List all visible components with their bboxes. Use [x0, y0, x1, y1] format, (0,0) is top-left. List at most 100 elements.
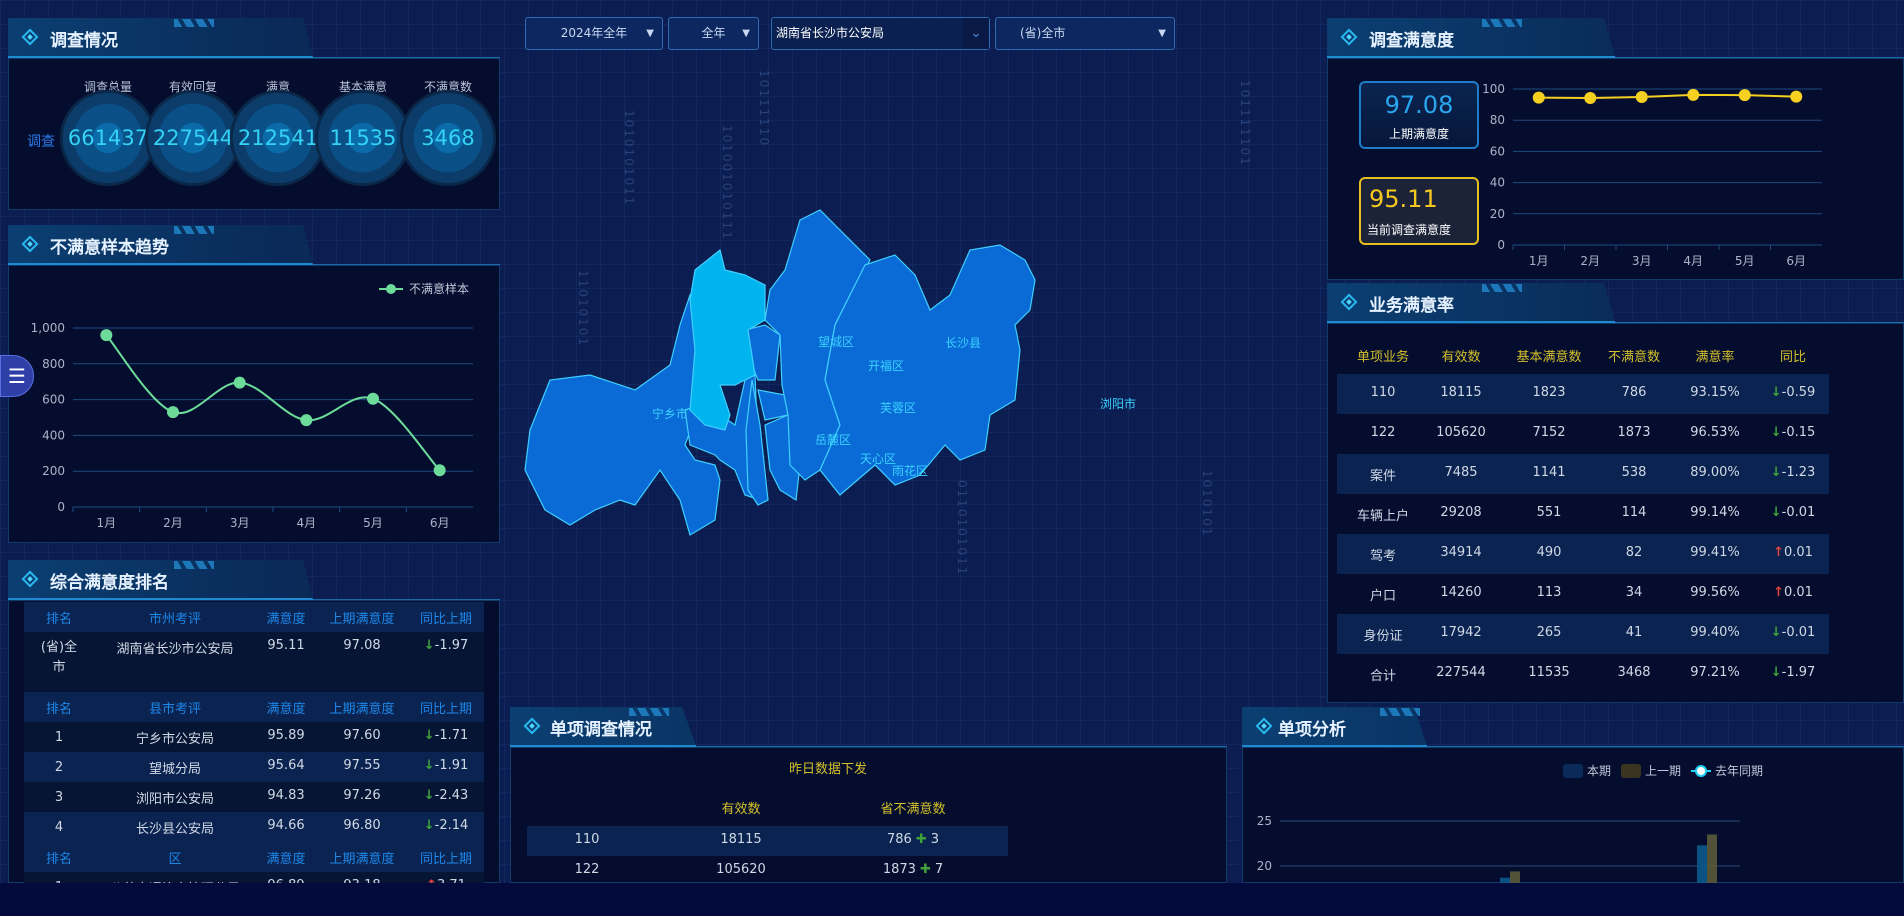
y-tick-label: 80	[1490, 113, 1505, 127]
panel-title: 调查情况	[50, 31, 118, 51]
area-select-value: (省)全市	[1020, 26, 1066, 40]
legend-marker	[386, 284, 396, 294]
arrow-up-icon: ↑	[1773, 585, 1784, 600]
business-cell: 99.14%	[1690, 505, 1740, 520]
single-row[interactable]: 122 105620 1873 ✚ 7	[527, 856, 1008, 886]
unit-select[interactable]: 湖南省长沙市公安局 ⌄	[771, 17, 990, 50]
panel-title: 业务满意率	[1369, 296, 1454, 316]
ranking-row[interactable]: 2 望城分局 95.64 97.55 ↓-1.91	[24, 752, 484, 782]
single-row[interactable]: 110 18115 786 ✚ 3	[527, 826, 1008, 856]
business-row[interactable]: 案件 7485 1141 538 89.00% ↓-1.23	[1337, 454, 1829, 494]
business-cell: 驾考	[1369, 549, 1397, 564]
single-valid: 18115	[720, 832, 762, 847]
sidebar-toggle-button[interactable]: ☰	[0, 355, 34, 397]
binary-decoration: 10111110	[757, 70, 771, 148]
business-cell: 786	[1621, 385, 1647, 400]
ranking-prev: 97.08	[343, 638, 381, 653]
business-cell: 1873	[1617, 425, 1651, 440]
column-header: 满意度	[266, 852, 306, 867]
business-diff: ↑0.01	[1773, 585, 1813, 600]
map-region-label[interactable]: 望城区	[818, 335, 855, 349]
x-tick-label: 6月	[1786, 254, 1806, 268]
single-item: 110	[574, 832, 600, 847]
x-tick-label: 3月	[230, 516, 250, 530]
ranking-sat: 95.11	[267, 638, 305, 653]
map-region-label[interactable]: 长沙县	[945, 336, 982, 350]
map-region-label[interactable]: 开福区	[868, 359, 905, 373]
map-region-label[interactable]: 浏阳市	[1100, 397, 1137, 411]
ranking-prev: 97.26	[343, 788, 381, 803]
changsha-map[interactable]	[520, 200, 1300, 570]
panel-title: 单项分析	[1278, 720, 1346, 740]
single-valid: 105620	[716, 862, 766, 877]
ranking-diff: ↓-2.14	[424, 818, 469, 833]
single-unsatisfied: 786 ✚ 3	[887, 832, 939, 847]
map-region-label[interactable]: 天心区	[860, 452, 897, 466]
business-cell: 99.40%	[1690, 625, 1740, 640]
legend-swatch	[1563, 764, 1583, 778]
business-cell: 11535	[1528, 665, 1570, 680]
satisfaction-panel-header: 调查满意度	[1327, 18, 1616, 58]
x-tick-label: 5月	[363, 516, 383, 530]
area-select[interactable]: (省)全市 ▼	[995, 17, 1175, 50]
diff-value: -1.23	[1781, 465, 1816, 480]
column-header: 满意度	[266, 612, 306, 627]
business-cell: 案件	[1369, 469, 1397, 484]
business-diff: ↓-1.97	[1771, 665, 1816, 680]
group-header: 昨日数据下发	[788, 762, 868, 777]
business-cell: 18115	[1440, 385, 1482, 400]
business-cell: 551	[1536, 505, 1562, 520]
business-cell: 29208	[1440, 505, 1482, 520]
business-row[interactable]: 驾考 34914 490 82 99.41% ↑0.01	[1337, 534, 1829, 574]
column-header: 排名	[45, 612, 73, 627]
business-row[interactable]: 合计 227544 11535 3468 97.21% ↓-1.97	[1337, 654, 1829, 694]
business-cell: 合计	[1369, 669, 1397, 684]
panel-title: 单项调查情况	[550, 720, 652, 740]
data-point	[167, 406, 179, 419]
map-region-label[interactable]: 岳麓区	[815, 433, 852, 447]
map-region-tianxin	[745, 379, 769, 506]
business-row[interactable]: 户口 14260 113 34 99.56% ↑0.01	[1337, 574, 1829, 614]
diff-value: -0.01	[1781, 625, 1816, 640]
business-row[interactable]: 身份证 17942 265 41 99.40% ↓-0.01	[1337, 614, 1829, 654]
business-cell: 96.53%	[1690, 425, 1740, 440]
ranking-row[interactable]: 3 浏阳市公安局 94.83 97.26 ↓-2.43	[24, 782, 484, 812]
business-row[interactable]: 110 18115 1823 786 93.15% ↓-0.59	[1337, 374, 1829, 414]
y-tick-label: 20	[1490, 207, 1505, 221]
diff-value: -2.43	[434, 788, 469, 803]
business-diff: ↓-1.23	[1771, 465, 1816, 480]
business-row[interactable]: 车辆上户 29208 551 114 99.14% ↓-0.01	[1337, 494, 1829, 534]
business-row[interactable]: 122 105620 7152 1873 96.53% ↓-0.15	[1337, 414, 1829, 454]
arrow-down-icon: ↓	[423, 788, 435, 803]
data-point	[300, 414, 313, 427]
column-header: 基本满意数	[1516, 350, 1582, 365]
map-region-label[interactable]: 雨花区	[892, 464, 929, 478]
map-region-label[interactable]: 芙蓉区	[880, 401, 917, 415]
ranking-row[interactable]: 1 宁乡市公安局 95.89 97.60 ↓-1.71	[24, 722, 484, 752]
x-tick-label: 4月	[1683, 254, 1703, 268]
map-region-wangcheng	[689, 248, 766, 431]
map-region-label[interactable]: 宁乡市	[652, 407, 689, 421]
business-cell: 户口	[1369, 589, 1397, 604]
year-select[interactable]: 2024年全年 ▼	[525, 17, 663, 50]
satisfaction-trend-chart: 0 20 40 60 80 100 1月 2月 3月 4月 5月 6月	[1482, 82, 1822, 268]
ranking-row[interactable]: (省)全市 湖南省长沙市公安局 95.11 97.08 ↓-1.97	[24, 632, 484, 692]
data-point	[1635, 90, 1648, 103]
binary-decoration: 1010101011	[622, 110, 636, 207]
ranking-row[interactable]: 4 长沙县公安局 94.66 96.80 ↓-2.14	[24, 812, 484, 842]
bottom-bar	[0, 883, 1904, 916]
map-region-liuyang	[819, 244, 1036, 496]
ranking-panel-header: 综合满意度排名	[8, 560, 314, 600]
diff-value: -2.14	[434, 818, 469, 833]
period-select[interactable]: 全年 ▼	[668, 17, 759, 50]
column-header: 上期满意度	[329, 702, 395, 717]
arrow-down-icon: ↓	[423, 638, 435, 653]
year-select-value: 2024年全年	[560, 26, 628, 40]
diamond-icon	[523, 717, 541, 735]
business-cell: 7152	[1532, 425, 1566, 440]
current-satisfaction-label: 当前调查满意度	[1367, 223, 1452, 237]
x-tick-label: 3月	[1632, 254, 1652, 268]
binary-decoration: 1010101	[1200, 470, 1214, 538]
bar	[1500, 877, 1510, 883]
survey-stat-value: 661437	[67, 126, 149, 150]
